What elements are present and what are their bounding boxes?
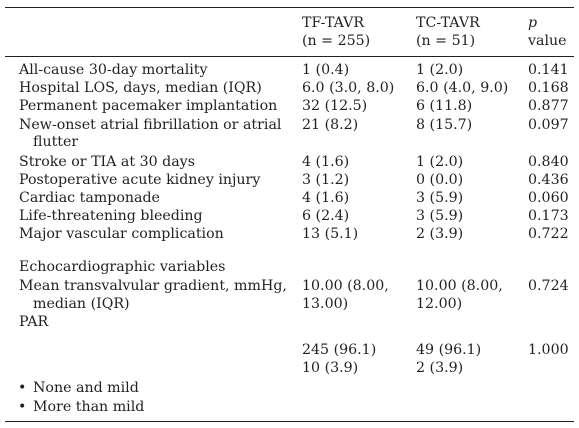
row-label-continuation: flutter xyxy=(33,134,79,150)
row-p-value: 0.168 xyxy=(528,80,569,96)
row-label: Life-threatening bleeding xyxy=(19,208,203,224)
gradient-label: Mean transvalvular gradient, mmHg, xyxy=(19,278,287,294)
row-label: Permanent pacemaker implantation xyxy=(19,98,278,114)
row-tc-value: 0 (0.0) xyxy=(416,172,464,188)
row-tf-value: 1 (0.4) xyxy=(302,62,350,78)
row-tf-value: 21 (8.2) xyxy=(302,117,359,133)
row-label: Stroke or TIA at 30 days xyxy=(19,154,195,170)
row-label: Cardiac tamponade xyxy=(19,190,160,206)
row-p-value: 0.097 xyxy=(528,117,569,133)
row-tc-value: 1 (2.0) xyxy=(416,62,464,78)
row-label: Postoperative acute kidney injury xyxy=(19,172,261,188)
row-tc-value: 3 (5.9) xyxy=(416,190,464,206)
header-tf-tavr-n: (n = 255) xyxy=(302,33,371,49)
gradient-tc-value: 10.00 (8.00, xyxy=(416,278,503,294)
par-p-value: 1.000 xyxy=(528,342,569,358)
row-tc-value: 2 (3.9) xyxy=(416,226,464,242)
row-p-value: 0.840 xyxy=(528,154,569,170)
header-tc-tavr: TC-TAVR xyxy=(416,15,480,31)
header-p: p xyxy=(528,15,538,31)
gradient-tc-value-continuation: 12.00) xyxy=(416,296,463,312)
top-rule xyxy=(5,7,574,8)
row-tf-value: 32 (12.5) xyxy=(302,98,368,114)
par-label: PAR xyxy=(19,314,49,330)
gradient-tf-value-continuation: 13.00) xyxy=(302,296,349,312)
par-tc-value: 2 (3.9) xyxy=(416,360,464,376)
row-tf-value: 3 (1.2) xyxy=(302,172,350,188)
row-p-value: 0.436 xyxy=(528,172,569,188)
row-p-value: 0.722 xyxy=(528,226,569,242)
row-tf-value: 4 (1.6) xyxy=(302,190,350,206)
row-tc-value: 6 (11.8) xyxy=(416,98,473,114)
par-tf-value: 245 (96.1) xyxy=(302,342,377,358)
header-tf-tavr: TF-TAVR xyxy=(302,15,365,31)
gradient-label-continuation: median (IQR) xyxy=(33,296,130,312)
row-p-value: 0.060 xyxy=(528,190,569,206)
header-rule xyxy=(5,56,574,57)
section-heading-echo: Echocardiographic variables xyxy=(19,259,226,275)
row-label: New-onset atrial fibrillation or atrial xyxy=(19,117,282,133)
row-p-value: 0.173 xyxy=(528,208,569,224)
row-tf-value: 4 (1.6) xyxy=(302,154,350,170)
par-tf-value: 10 (3.9) xyxy=(302,360,359,376)
row-tf-value: 6.0 (3.0, 8.0) xyxy=(302,80,395,96)
row-tc-value: 6.0 (4.0, 9.0) xyxy=(416,80,509,96)
gradient-p-value: 0.724 xyxy=(528,278,569,294)
row-tf-value: 13 (5.1) xyxy=(302,226,359,242)
row-p-value: 0.877 xyxy=(528,98,569,114)
row-tc-value: 8 (15.7) xyxy=(416,117,473,133)
par-bullet-item: None and mild xyxy=(18,379,139,397)
row-p-value: 0.141 xyxy=(528,62,569,78)
row-tf-value: 6 (2.4) xyxy=(302,208,350,224)
row-label: All-cause 30-day mortality xyxy=(19,62,208,78)
row-tc-value: 1 (2.0) xyxy=(416,154,464,170)
row-label: Major vascular complication xyxy=(19,226,224,242)
par-tc-value: 49 (96.1) xyxy=(416,342,482,358)
header-value: value xyxy=(528,33,567,49)
bottom-rule xyxy=(5,421,574,422)
par-bullet-item: More than mild xyxy=(18,398,144,416)
row-tc-value: 3 (5.9) xyxy=(416,208,464,224)
header-tc-tavr-n: (n = 51) xyxy=(416,33,476,49)
row-label: Hospital LOS, days, median (IQR) xyxy=(19,80,262,96)
gradient-tf-value: 10.00 (8.00, xyxy=(302,278,389,294)
